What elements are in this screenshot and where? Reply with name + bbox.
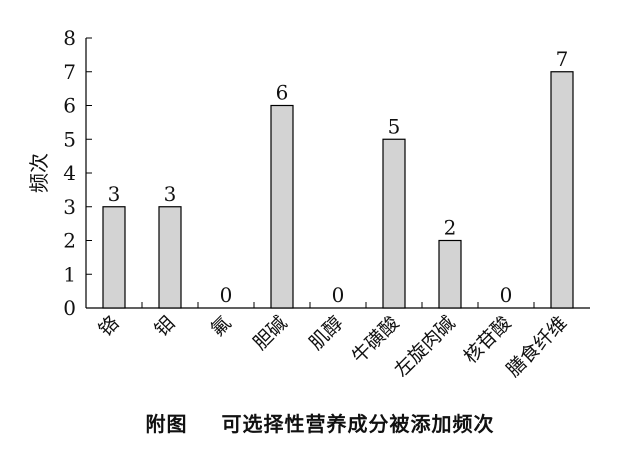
data-label: 6: [276, 81, 289, 105]
y-tick-label: 5: [63, 127, 76, 151]
y-tick-label: 6: [63, 94, 76, 118]
x-tick-label: 膳食纤维: [502, 312, 571, 381]
y-tick-label: 8: [63, 26, 76, 50]
data-label: 0: [332, 283, 345, 307]
y-tick-label: 2: [63, 229, 76, 253]
bar: [438, 239, 462, 309]
y-tick-labels: 0 1 2 3 4 5 6 7 8: [63, 26, 76, 320]
bar-chart: 3 3 0 6 0 5 2 0 7 铬钼氟胆碱 肌醇 牛磺酸左旋肉碱 核苷酸膳食纤维 0 1 2 3 4 5 6 7…: [27, 26, 590, 381]
bar: [102, 206, 126, 309]
data-label: 7: [556, 47, 569, 71]
x-tick-label: 胆碱: [249, 312, 291, 354]
data-label: 3: [108, 182, 121, 206]
y-axis-label: 频次: [27, 153, 51, 193]
x-tick-label: 左旋肉碱: [390, 312, 459, 381]
data-labels: 3 3 0 6 0 5 2 0 7: [108, 47, 569, 307]
caption-prefix: 附图: [145, 412, 188, 436]
bar: [270, 104, 294, 309]
y-tick-label: 1: [63, 262, 76, 286]
x-tick-label: 钼: [151, 312, 180, 341]
y-tick-label: 3: [63, 195, 76, 219]
y-tick-label: 7: [63, 60, 76, 84]
x-tick-label: 肌醇: [305, 312, 347, 354]
bar: [382, 138, 406, 309]
data-label: 3: [164, 182, 177, 206]
data-label: 0: [500, 283, 513, 307]
y-tick-label: 4: [63, 161, 76, 185]
data-label: 0: [220, 283, 233, 307]
bars: [102, 71, 574, 309]
data-label: 2: [444, 216, 457, 240]
figure-caption: 附图 可选择性营养成分被添加频次: [0, 408, 640, 437]
bar: [158, 206, 182, 309]
x-tick-labels: 铬钼氟胆碱 肌醇 牛磺酸左旋肉碱 核苷酸膳食纤维: [95, 312, 572, 381]
x-tick-label: 氟: [207, 312, 236, 341]
data-label: 5: [388, 114, 401, 138]
caption-text: 可选择性营养成分被添加频次: [221, 412, 495, 436]
bar: [550, 71, 574, 309]
y-tick-label: 0: [63, 296, 76, 320]
x-tick-label: 铬: [95, 312, 124, 341]
